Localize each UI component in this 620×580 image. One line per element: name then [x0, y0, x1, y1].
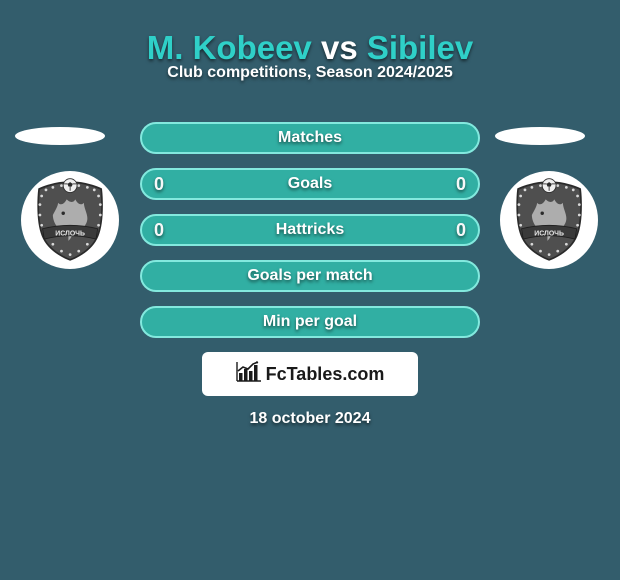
- stat-label: Matches: [142, 129, 478, 147]
- stat-row: Goals0 0: [140, 168, 480, 200]
- stat-label: Goals per match: [142, 267, 478, 285]
- footer-brand-card: FcTables.com: [202, 352, 418, 396]
- bar-chart-icon: [236, 361, 262, 388]
- stat-value-left: 0: [154, 220, 164, 241]
- footer-date: 18 october 2024: [0, 410, 620, 428]
- title-part: M. Kobeev: [147, 29, 312, 66]
- stat-row: Min per goal: [140, 306, 480, 338]
- stat-label: Min per goal: [142, 313, 478, 331]
- stat-value-right: 0: [456, 174, 466, 195]
- page-title: M. Kobeev vs Sibilev: [0, 29, 620, 67]
- club-badge-right: ИСЛОЧЬ: [500, 171, 598, 269]
- title-part: vs: [312, 29, 367, 66]
- club-badge-left: ИСЛОЧЬ: [21, 171, 119, 269]
- club-shield-icon: ИСЛОЧЬ: [506, 177, 592, 263]
- club-shield-icon: ИСЛОЧЬ: [27, 177, 113, 263]
- svg-text:ИСЛОЧЬ: ИСЛОЧЬ: [534, 231, 564, 238]
- ellipse-right: [495, 127, 585, 145]
- stat-row: Hattricks0 0: [140, 214, 480, 246]
- stat-row: Matches: [140, 122, 480, 154]
- stat-value-right: 0: [456, 220, 466, 241]
- stat-row: Goals per match: [140, 260, 480, 292]
- ellipse-left: [15, 127, 105, 145]
- svg-text:ИСЛОЧЬ: ИСЛОЧЬ: [55, 231, 85, 238]
- stat-value-left: 0: [154, 174, 164, 195]
- stat-label: Hattricks: [142, 221, 478, 239]
- comparison-infographic: M. Kobeev vs Sibilev Club competitions, …: [0, 0, 620, 580]
- subtitle: Club competitions, Season 2024/2025: [0, 64, 620, 82]
- stat-label: Goals: [142, 175, 478, 193]
- footer-brand-text: FcTables.com: [266, 364, 385, 385]
- title-part: Sibilev: [367, 29, 473, 66]
